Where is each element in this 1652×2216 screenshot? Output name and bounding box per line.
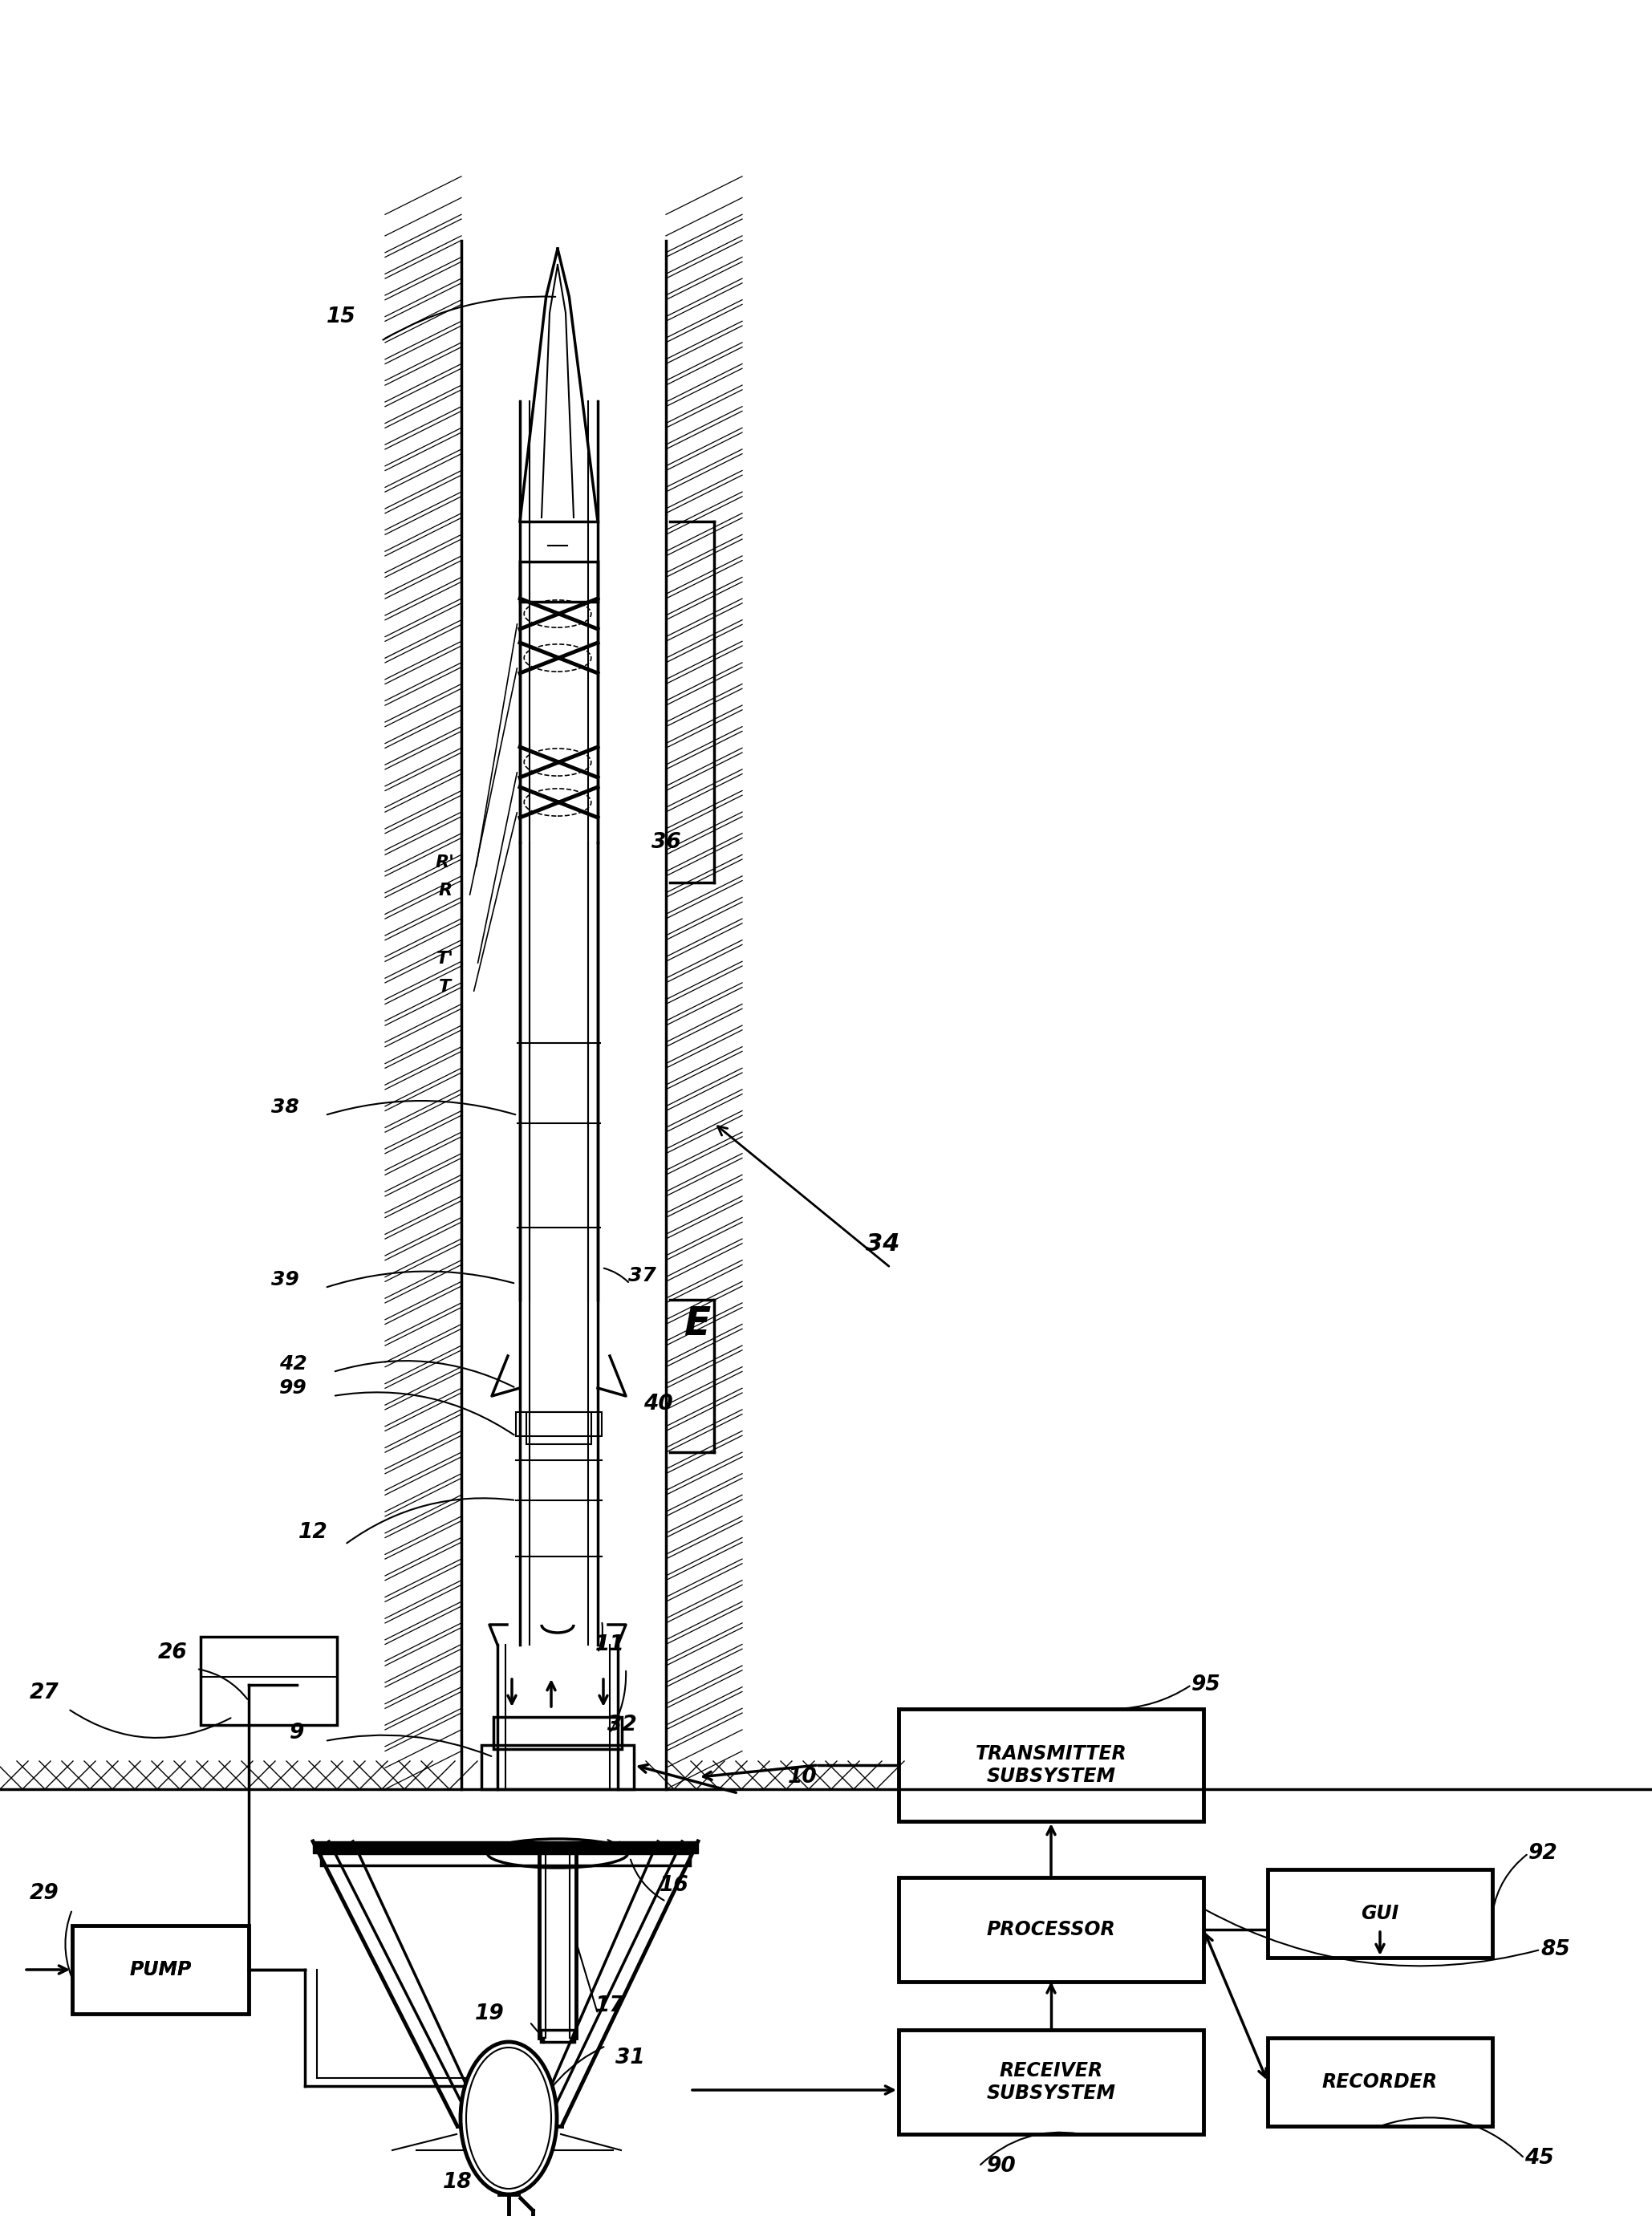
Text: 32: 32 [606,1715,636,1735]
Text: 17: 17 [595,1994,624,2017]
Bar [899,1709,1204,1822]
Text: RECORDER: RECORDER [1322,2072,1437,2092]
Text: PUMP: PUMP [129,1961,192,1979]
Text: 11: 11 [595,1635,624,1655]
Text: 39: 39 [271,1270,299,1290]
Bar [520,561,598,603]
Bar [540,2030,575,2041]
Bar [312,1841,699,1853]
Text: GUI: GUI [1361,1904,1399,1923]
Text: 92: 92 [1528,1844,1558,1864]
Text: 40: 40 [643,1394,672,1414]
Text: 16: 16 [659,1875,689,1897]
Bar [320,1853,691,1866]
Text: 19: 19 [474,2003,504,2023]
Text: PROCESSOR: PROCESSOR [986,1919,1115,1939]
Bar [527,1412,591,1445]
Text: RECEIVER
SUBSYSTEM: RECEIVER SUBSYSTEM [986,2061,1115,2103]
Text: 99: 99 [279,1378,307,1398]
Text: 27: 27 [30,1682,59,1704]
Text: 18: 18 [443,2172,472,2194]
Bar [73,1926,249,2014]
Text: 85: 85 [1540,1939,1569,1961]
Bar [899,2030,1204,2134]
Text: 36: 36 [651,831,681,853]
Bar [899,1877,1204,1981]
Text: R': R' [436,855,454,871]
Bar [1267,2039,1492,2125]
Text: PUMP: PUMP [129,1961,192,1979]
Text: T': T' [436,951,454,966]
Text: 45: 45 [1525,2147,1555,2169]
Bar [481,1744,634,1788]
Text: R: R [438,882,453,900]
Text: 26: 26 [157,1642,187,1664]
Text: 29: 29 [30,1884,59,1904]
Bar [494,1717,621,1748]
Bar [200,1638,337,1724]
Bar [515,1412,601,1436]
Bar [1267,1870,1492,1957]
Text: 15: 15 [325,306,355,328]
Text: TRANSMITTER
SUBSYSTEM: TRANSMITTER SUBSYSTEM [975,1744,1127,1786]
Text: 37: 37 [628,1265,656,1285]
Text: E: E [684,1305,712,1343]
Text: 42: 42 [279,1354,307,1374]
Text: 38: 38 [271,1097,299,1117]
Text: 90: 90 [986,2156,1016,2176]
Text: 31: 31 [615,2048,644,2068]
Text: T: T [439,979,451,995]
Text: 12: 12 [297,1522,327,1542]
Text: 9: 9 [289,1722,304,1744]
Text: 34: 34 [866,1232,900,1254]
Text: 10: 10 [788,1766,818,1788]
Text: 95: 95 [1191,1675,1221,1695]
Ellipse shape [461,2041,557,2194]
